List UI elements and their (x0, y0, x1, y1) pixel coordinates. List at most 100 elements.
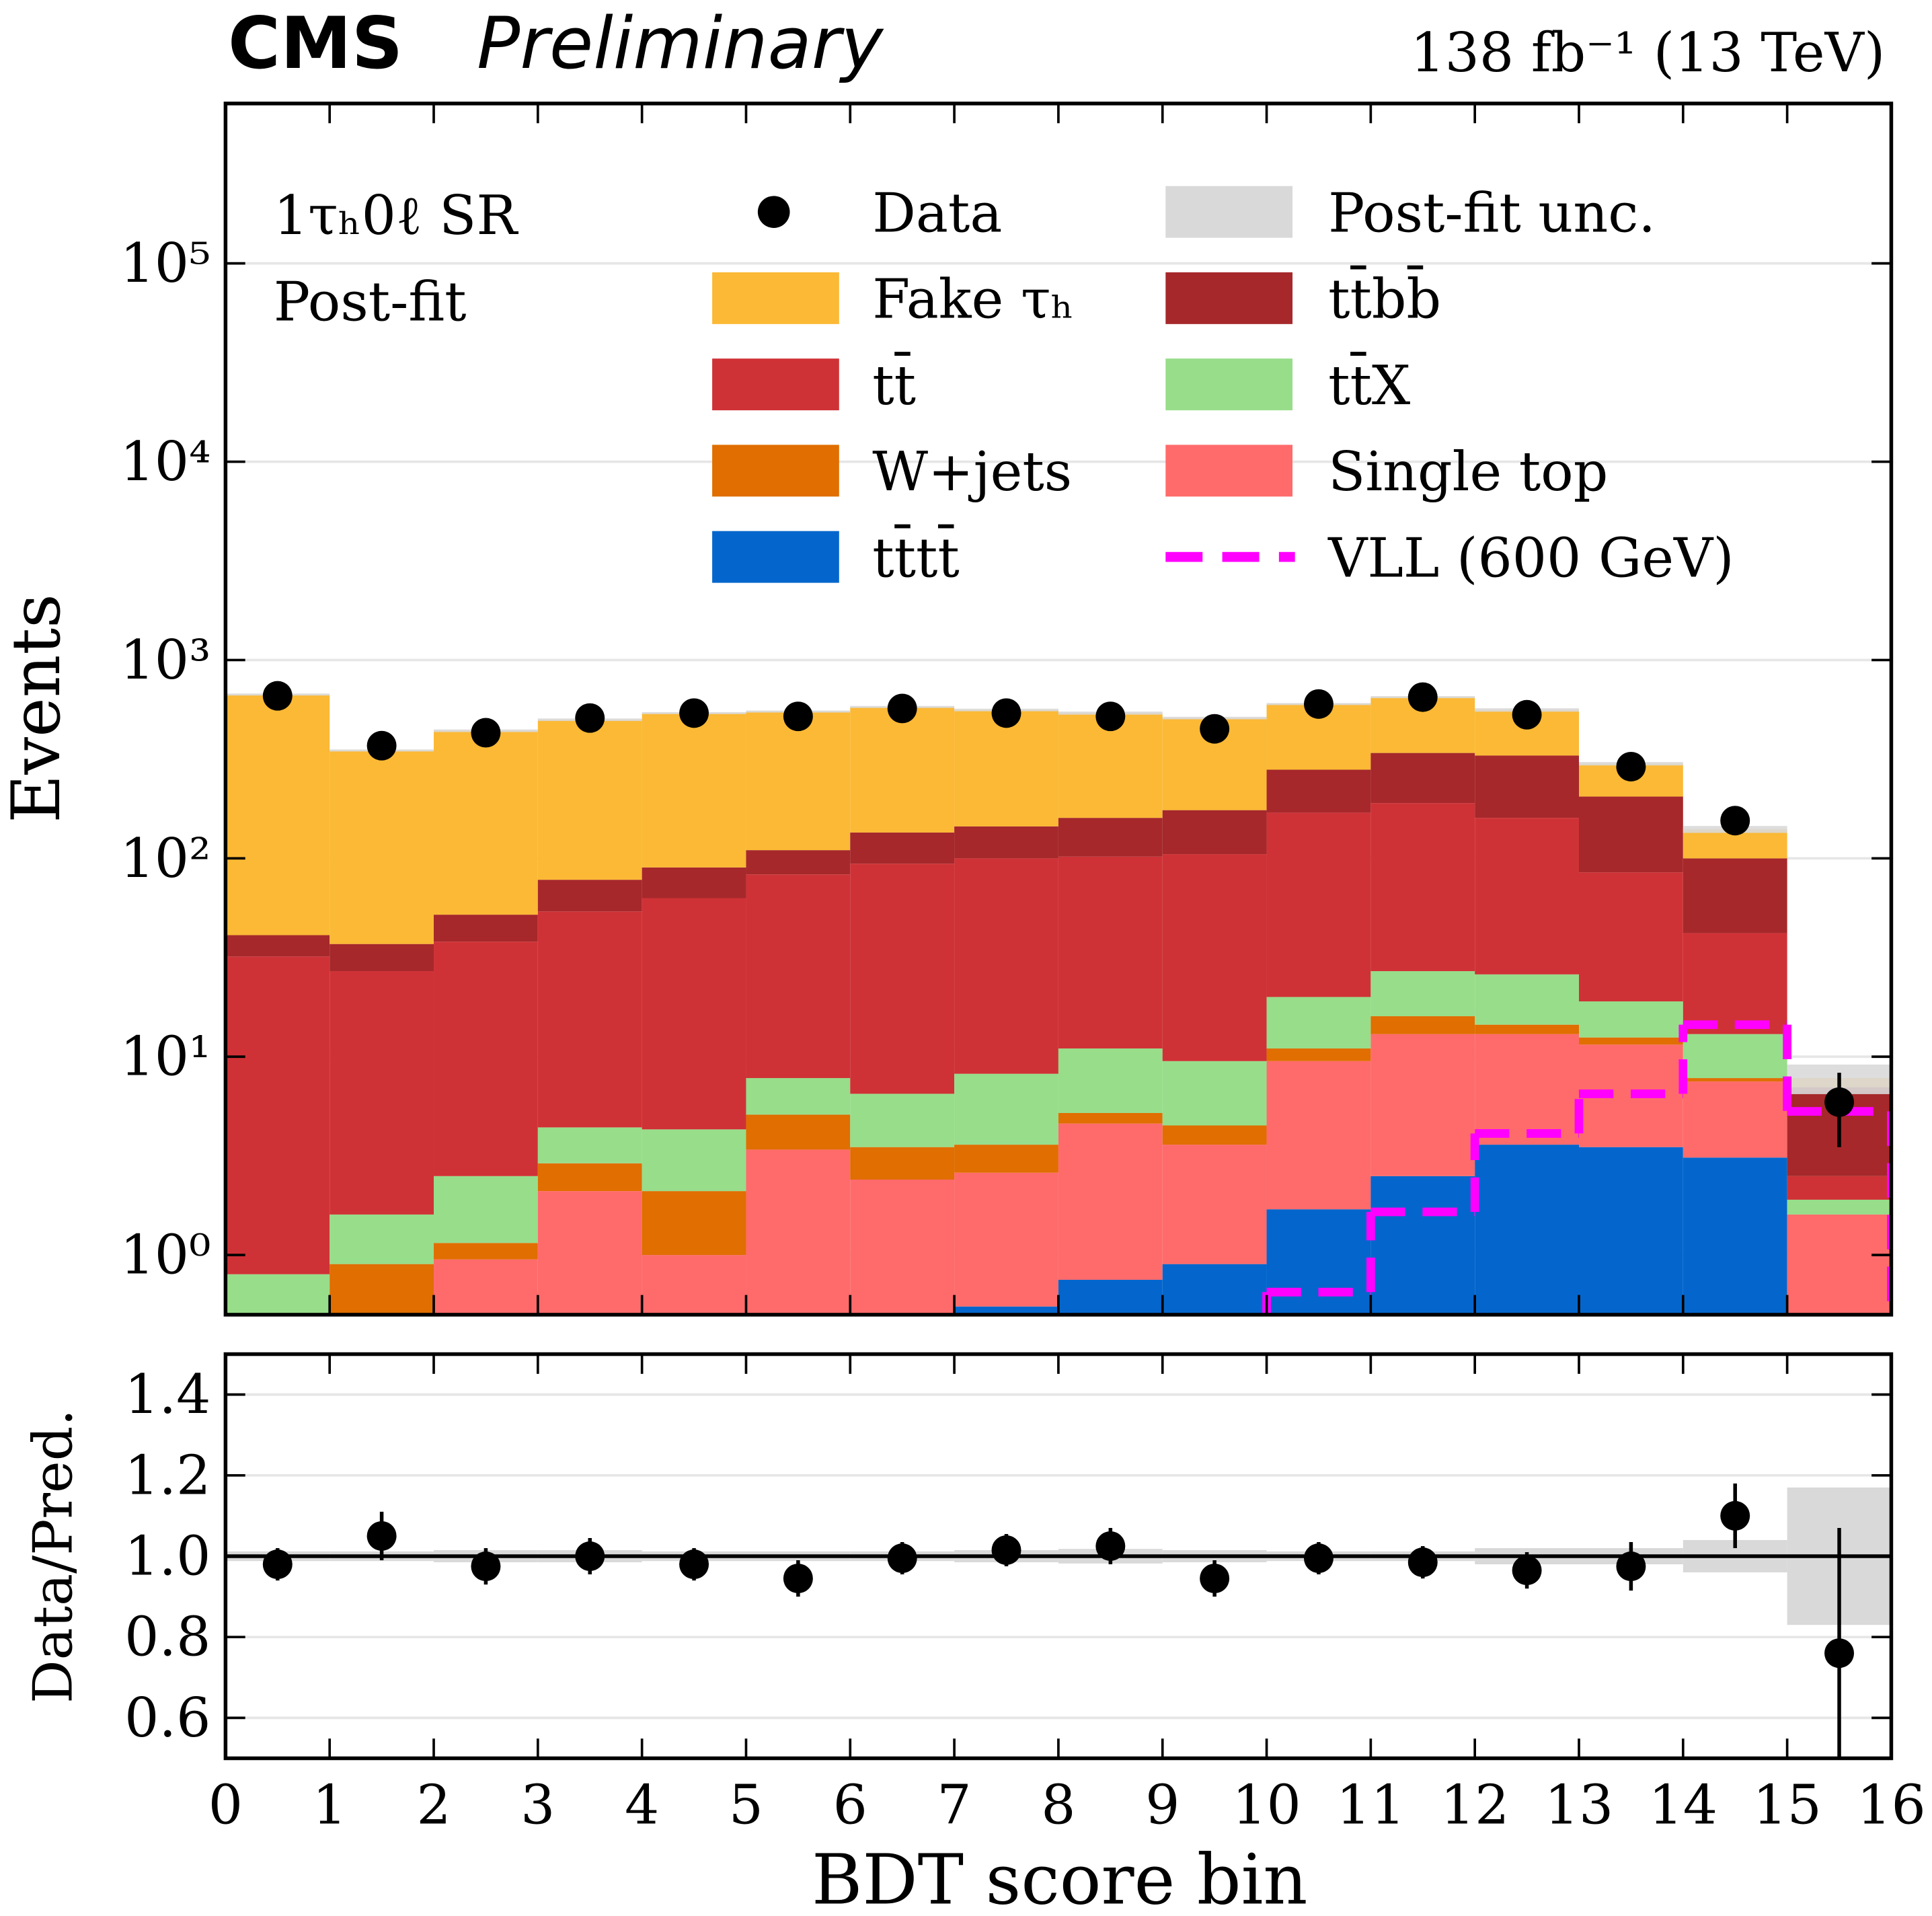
x-tick-label: 11 (1336, 1774, 1405, 1837)
legend-marker (712, 358, 839, 411)
stack-bar (746, 874, 851, 1079)
y-tick-label: 10⁴ (120, 430, 210, 494)
stack-bar (642, 867, 746, 898)
y-tick-label: 10¹ (120, 1026, 210, 1089)
legend-marker (712, 531, 839, 583)
stack-bar (1475, 818, 1579, 974)
data-point (262, 681, 293, 711)
ratio-point (1303, 1543, 1334, 1574)
legend-marker (1165, 272, 1293, 324)
stack-bar (642, 898, 746, 1130)
y-tick-label: 10³ (120, 629, 210, 692)
x-tick-label: 1 (313, 1774, 347, 1837)
y-tick-label: 10² (120, 827, 210, 890)
stack-bar (1162, 1061, 1267, 1126)
stack-bar (537, 720, 642, 880)
y-tick-label: 10⁰ (120, 1224, 210, 1287)
stack-bar (954, 1145, 1058, 1173)
stack-bar (1266, 997, 1371, 1049)
stack-bar (225, 1274, 330, 1315)
chart-title: CMS (228, 2, 403, 85)
stack-bar (1787, 1199, 1892, 1215)
main-frame (223, 102, 1894, 1317)
y-tick-label: 0.6 (124, 1687, 210, 1750)
x-tick-label: 7 (937, 1774, 971, 1837)
stack-bar (746, 712, 851, 851)
y-tick-label: 1.2 (124, 1444, 210, 1507)
data-point (1512, 699, 1542, 730)
legend-label: tt̄bb̄ (1328, 266, 1441, 331)
x-tick-label: 6 (833, 1774, 867, 1837)
ratio-point (991, 1535, 1021, 1565)
x-tick-label: 8 (1041, 1774, 1075, 1837)
stack-bar (1475, 1145, 1579, 1315)
ratio-point (366, 1521, 397, 1551)
x-tick-label: 10 (1232, 1774, 1301, 1837)
ratio-frame (223, 1352, 1894, 1761)
data-point (1095, 701, 1126, 732)
data-point (1200, 714, 1230, 744)
stack-bar (954, 1073, 1058, 1145)
stack-bar (1578, 1001, 1683, 1038)
stack-bar (1266, 812, 1371, 997)
stack-bar (954, 710, 1058, 827)
data-point (471, 718, 501, 748)
stack-bar (850, 707, 955, 833)
stack-bar (1475, 755, 1579, 818)
stack-bar (954, 826, 1058, 859)
stack-bar (434, 730, 538, 915)
x-tick-label: 2 (416, 1774, 451, 1837)
legend-marker (757, 196, 790, 228)
stack-bar (537, 1127, 642, 1163)
stack-bar (1787, 1176, 1892, 1200)
stack-bar (1370, 1176, 1475, 1315)
data-point (366, 730, 397, 761)
stack-bar (746, 1149, 851, 1315)
stack-bar (1683, 1078, 1787, 1082)
stack-bar (537, 880, 642, 912)
lumi-label: 138 fb⁻¹ (13 TeV) (1410, 22, 1885, 85)
ratio-point (679, 1549, 709, 1580)
stack-bar (537, 1191, 642, 1315)
stack-bar (1370, 971, 1475, 1017)
legend-label: Post-fit unc. (1328, 182, 1656, 245)
stack-bar (1578, 1147, 1683, 1315)
ratio-point (1720, 1500, 1750, 1531)
ratio-point (1512, 1556, 1542, 1586)
stack-bar (850, 1147, 955, 1180)
legend-label: Single top (1328, 440, 1608, 504)
stack-bar (537, 1163, 642, 1192)
stack-bar (434, 942, 538, 1176)
ratio-point (1200, 1564, 1230, 1594)
legend-label: W+jets (872, 440, 1072, 504)
data-point (575, 703, 605, 733)
legend-label: tt̄ (872, 352, 916, 417)
stack-bar (954, 858, 1058, 1074)
ratio-point (1407, 1547, 1438, 1578)
stack-bar (1370, 753, 1475, 804)
stack-bar (1162, 854, 1267, 1061)
legend-marker (1165, 445, 1293, 497)
ratio-point (471, 1551, 501, 1582)
stack-bar (1683, 858, 1787, 933)
y-axis-label: Events (0, 594, 75, 823)
axes: 10⁰ 10¹ 10² 10³ 10⁴ 10⁵ Data Post-fit unc. Fake … (120, 102, 1926, 1837)
data-point (1407, 682, 1438, 712)
stack-bar (746, 1078, 851, 1115)
main-plot (225, 262, 1892, 1315)
stack-bar (850, 832, 955, 864)
stack-bar (1058, 1279, 1163, 1315)
annotation: Post-fit (274, 270, 467, 334)
stack-bar (850, 1180, 955, 1315)
legend-label: tt̄tt̄ (872, 525, 960, 590)
stack-bar (1370, 803, 1475, 972)
stack-bar (954, 1172, 1058, 1307)
ratio-point (887, 1543, 917, 1574)
stack-bar (954, 1306, 1058, 1315)
stack-bar (1058, 1123, 1163, 1280)
stack-bar (1475, 974, 1579, 1025)
ratio-plot (225, 1393, 1892, 1759)
data-point (1303, 689, 1334, 719)
legend-marker (712, 445, 839, 497)
